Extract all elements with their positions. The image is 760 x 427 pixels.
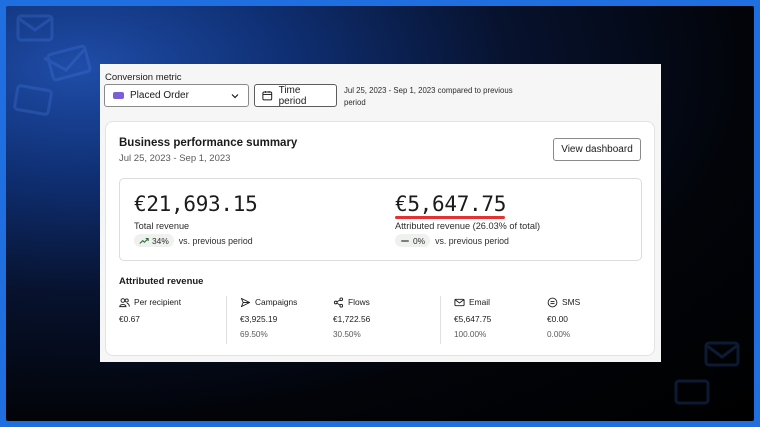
attributed-revenue-label: Attributed revenue (26.03% of total) xyxy=(395,221,541,231)
metric-value: €3,925.19 xyxy=(240,314,278,324)
sms-icon xyxy=(547,297,558,307)
flow-icon xyxy=(333,296,344,308)
dash-icon xyxy=(401,239,409,242)
metric-percentage: 69.50% xyxy=(240,330,268,339)
attributed-revenue-heading: Attributed revenue xyxy=(119,276,204,287)
column-divider xyxy=(226,296,227,344)
time-period-button[interactable]: Time period xyxy=(254,84,337,107)
change-value: 34% xyxy=(152,235,169,246)
dashboard-panel: Conversion metric Placed Order Time peri… xyxy=(100,64,661,362)
attributed-revenue-change: 0% vs. previous period xyxy=(395,234,509,247)
send-icon xyxy=(240,297,251,307)
change-label: vs. previous period xyxy=(435,235,509,246)
change-badge: 34% xyxy=(134,234,174,247)
time-period-label: Time period xyxy=(278,84,307,107)
card-title: Business performance summary xyxy=(119,137,298,149)
total-revenue-value: €21,693.15 xyxy=(134,192,258,216)
envelope-pattern-decoration xyxy=(666,333,746,413)
column-divider xyxy=(440,296,441,344)
metric-percentage: 0.00% xyxy=(547,330,571,339)
metric-column-per-recipient: Per recipient €0.67 xyxy=(119,296,219,348)
metric-column-sms: SMS €0.00 0.00% xyxy=(547,296,637,348)
conversion-metric-value: Placed Order xyxy=(130,90,189,101)
card-date-range: Jul 25, 2023 - Sep 1, 2023 xyxy=(119,153,231,164)
metric-label: Per recipient xyxy=(134,297,182,307)
change-value: 0% xyxy=(413,235,426,246)
chevron-down-icon xyxy=(231,93,239,98)
view-dashboard-button[interactable]: View dashboard xyxy=(553,138,641,161)
conversion-metric-label: Conversion metric xyxy=(105,72,182,83)
metric-value: €0.00 xyxy=(547,314,568,324)
change-label: vs. previous period xyxy=(178,235,253,246)
metric-column-campaigns: Campaigns €3,925.19 69.50% xyxy=(240,296,330,348)
conversion-metric-select[interactable]: Placed Order xyxy=(104,84,249,107)
change-badge: 0% xyxy=(395,234,431,247)
metric-value: €5,647.75 xyxy=(454,314,492,324)
metric-column-email: Email €5,647.75 100.00% xyxy=(454,296,544,348)
trend-up-icon xyxy=(139,237,149,244)
metric-value: €1,722.56 xyxy=(333,314,371,324)
attributed-revenue-value: €5,647.75 xyxy=(395,192,507,216)
revenue-summary-box: €21,693.15 Total revenue 34% vs. previou… xyxy=(119,178,642,261)
highlight-underline xyxy=(395,216,505,219)
metric-value: €0.67 xyxy=(119,314,140,324)
performance-summary-card: Business performance summary Jul 25, 202… xyxy=(105,121,655,356)
metric-label: Email xyxy=(469,297,490,307)
envelope-pattern-decoration xyxy=(10,10,100,130)
metric-label: Flows xyxy=(348,297,370,307)
metric-label: Campaigns xyxy=(255,297,298,307)
metric-column-flows: Flows €1,722.56 30.50% xyxy=(333,296,423,348)
mail-icon xyxy=(454,298,465,306)
total-revenue-change: 34% vs. previous period xyxy=(134,234,253,247)
metric-badge-icon xyxy=(113,92,124,99)
total-revenue-label: Total revenue xyxy=(134,221,190,231)
period-comparison-text: Jul 25, 2023 - Sep 1, 2023 compared to p… xyxy=(344,86,513,107)
people-icon xyxy=(119,297,130,307)
calendar-icon xyxy=(262,91,273,101)
metric-percentage: 100.00% xyxy=(454,330,487,339)
metric-percentage: 30.50% xyxy=(333,330,361,339)
metric-label: SMS xyxy=(562,297,581,307)
